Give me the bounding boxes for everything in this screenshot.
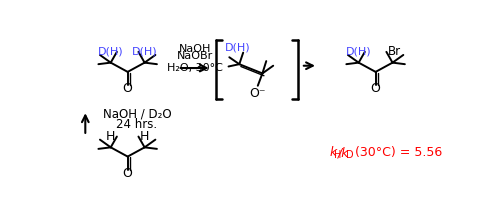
Text: (30°C) = 5.56: (30°C) = 5.56 (351, 146, 442, 159)
Text: D: D (346, 150, 354, 160)
Text: H₂O, 30°C: H₂O, 30°C (166, 63, 222, 73)
Text: O⁻: O⁻ (250, 87, 266, 100)
Text: D(H): D(H) (132, 47, 158, 57)
Text: H: H (140, 130, 149, 143)
Text: D(H): D(H) (225, 42, 250, 52)
Text: O: O (370, 82, 380, 95)
Text: H: H (334, 150, 342, 160)
Text: Br: Br (388, 45, 400, 58)
Text: NaOH / D₂O: NaOH / D₂O (102, 108, 171, 121)
Text: O: O (122, 167, 132, 180)
Text: NaOBr: NaOBr (176, 52, 213, 61)
Text: H: H (106, 130, 116, 143)
Text: D(H): D(H) (346, 47, 372, 57)
Text: 24 hrs.: 24 hrs. (116, 118, 158, 131)
Text: O: O (122, 82, 132, 95)
Text: NaOH: NaOH (178, 44, 211, 54)
Text: k: k (330, 146, 336, 159)
Text: D(H): D(H) (98, 47, 124, 57)
Text: /k: /k (338, 146, 349, 159)
